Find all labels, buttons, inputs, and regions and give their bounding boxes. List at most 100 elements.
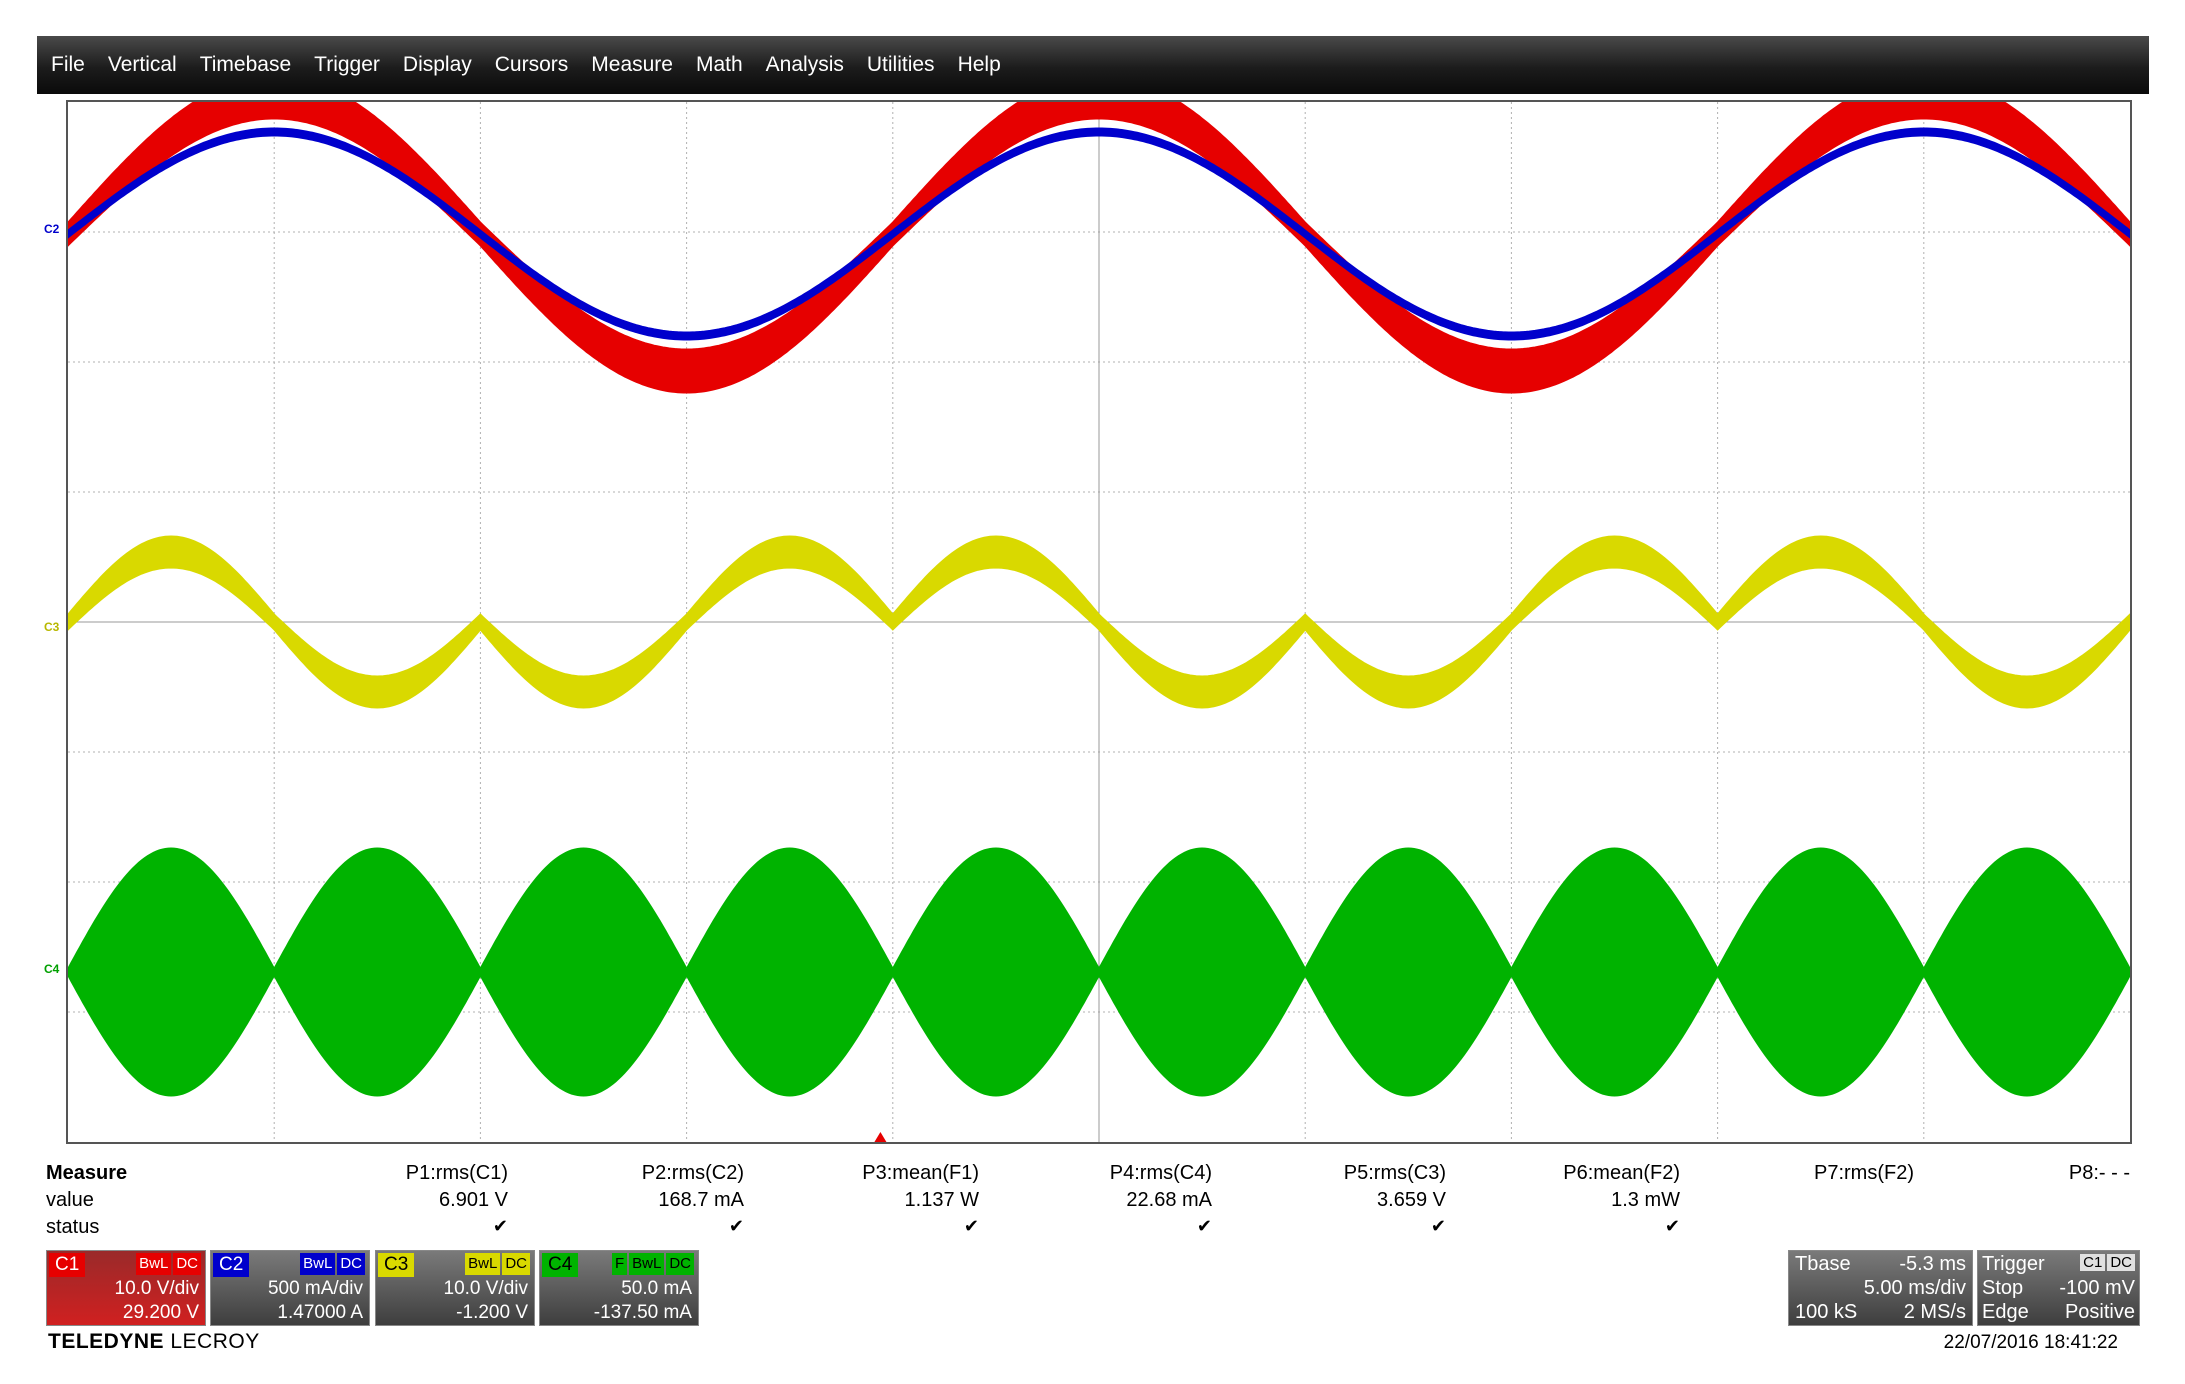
channel-flag: DC bbox=[502, 1253, 530, 1275]
measure-title: Measure bbox=[46, 1162, 128, 1184]
channel-flag: DC bbox=[666, 1253, 694, 1275]
channel-flag: DC bbox=[337, 1253, 365, 1275]
waveform-grid[interactable] bbox=[66, 100, 2132, 1144]
trigger-level: -100 mV bbox=[2059, 1277, 2135, 1299]
param-value bbox=[1890, 1189, 2130, 1216]
param-status-icon: ✔ bbox=[492, 1216, 508, 1236]
measure-panel: Measure value status P1:rms(C1) 6.901 V ✔ P… bbox=[46, 1162, 2146, 1242]
param-value: 3.659 V bbox=[1377, 1189, 1446, 1211]
param-status-icon bbox=[1890, 1216, 2130, 1243]
param-name: P5:rms(C3) bbox=[1343, 1162, 1446, 1184]
measure-param-2[interactable]: P2:rms(C2) 168.7 mA ✔ bbox=[504, 1162, 744, 1243]
timebase-samples: 100 kS bbox=[1795, 1301, 1858, 1323]
channel-flag: BwL bbox=[300, 1253, 336, 1275]
channel-flag: BwL bbox=[629, 1253, 665, 1275]
menu-display[interactable]: Display bbox=[402, 53, 472, 76]
waveform-display bbox=[68, 102, 2130, 1142]
measure-param-5[interactable]: P5:rms(C3) 3.659 V ✔ bbox=[1206, 1162, 1446, 1243]
c1-waveform bbox=[68, 102, 2130, 394]
c4-waveform bbox=[68, 847, 2130, 1097]
trigger-type: Edge bbox=[1982, 1301, 2029, 1323]
channel-flag: F bbox=[611, 1253, 628, 1275]
trigger-flag: C1 bbox=[2080, 1254, 2106, 1271]
channel-scale: 50.0 mA bbox=[621, 1278, 692, 1299]
trigger-flags: C1 DC bbox=[2080, 1254, 2135, 1271]
menu-utilities[interactable]: Utilities bbox=[866, 53, 935, 76]
menu-help[interactable]: Help bbox=[957, 53, 1001, 76]
c3-waveform bbox=[68, 535, 2130, 709]
timebase-rate: 2 MS/s bbox=[1903, 1301, 1966, 1323]
channel-tag: C3 bbox=[378, 1253, 415, 1277]
channel-box-c1[interactable]: C1 BwL DC 10.0 V/div 29.200 V bbox=[46, 1250, 206, 1326]
param-name: P4:rms(C4) bbox=[1109, 1162, 1212, 1184]
trigger-box[interactable]: Trigger C1 DC Stop -100 mV Edge Positive bbox=[1977, 1250, 2140, 1326]
channel-tag: C4 bbox=[542, 1253, 579, 1277]
trigger-mode: Stop bbox=[1982, 1277, 2024, 1299]
c3-marker: C3 bbox=[44, 620, 60, 634]
trigger-flag: DC bbox=[2107, 1254, 2135, 1271]
menu-analysis[interactable]: Analysis bbox=[765, 53, 844, 76]
param-status-icon: ✔ bbox=[1430, 1216, 1446, 1236]
c2-waveform bbox=[68, 127, 2130, 341]
menu-timebase[interactable]: Timebase bbox=[199, 53, 292, 76]
measure-param-6[interactable]: P6:mean(F2) 1.3 mW ✔ bbox=[1440, 1162, 1680, 1243]
timebase-delay: -5.3 ms bbox=[1899, 1253, 1966, 1275]
menu-file[interactable]: File bbox=[51, 53, 85, 76]
channel-box-c4[interactable]: C4 F BwL DC 50.0 mA -137.50 mA bbox=[539, 1250, 699, 1326]
channel-tag: C1 bbox=[49, 1253, 86, 1277]
measure-param-8[interactable]: P8:- - - bbox=[1890, 1162, 2130, 1243]
channel-scale: 500 mA/div bbox=[267, 1278, 363, 1299]
param-value: 22.68 mA bbox=[1126, 1189, 1212, 1211]
param-status-icon: ✔ bbox=[728, 1216, 744, 1236]
channel-offset: -1.200 V bbox=[456, 1302, 528, 1323]
menu-vertical[interactable]: Vertical bbox=[107, 53, 177, 76]
param-status-icon: ✔ bbox=[963, 1216, 979, 1236]
param-status-icon: ✔ bbox=[1196, 1216, 1212, 1236]
param-name: P7:rms(F2) bbox=[1814, 1162, 1914, 1184]
param-value bbox=[1674, 1189, 1914, 1216]
timebase-label: Tbase bbox=[1795, 1253, 1851, 1275]
trigger-marker-icon bbox=[874, 1132, 887, 1142]
menu-cursors[interactable]: Cursors bbox=[494, 53, 569, 76]
channel-box-c3[interactable]: C3 BwL DC 10.0 V/div -1.200 V bbox=[375, 1250, 535, 1326]
c4-marker: C4 bbox=[44, 962, 60, 976]
channel-offset: -137.50 mA bbox=[593, 1302, 692, 1323]
menu-math[interactable]: Math bbox=[695, 53, 743, 76]
param-name: P1:rms(C1) bbox=[405, 1162, 508, 1184]
datetime: 22/07/2016 18:41:22 bbox=[1943, 1332, 2118, 1353]
measure-value-label: value bbox=[46, 1189, 94, 1211]
timebase-box[interactable]: Tbase -5.3 ms 5.00 ms/div 100 kS 2 MS/s bbox=[1788, 1250, 1973, 1326]
measure-status-label: status bbox=[46, 1216, 100, 1238]
param-value: 6.901 V bbox=[439, 1189, 508, 1211]
channel-flag: DC bbox=[173, 1253, 201, 1275]
channel-flag: BwL bbox=[136, 1253, 172, 1275]
measure-param-3[interactable]: P3:mean(F1) 1.137 W ✔ bbox=[739, 1162, 979, 1243]
param-name: P8:- - - bbox=[2068, 1162, 2130, 1184]
brand-logo: TELEDYNE LECROY bbox=[48, 1330, 260, 1353]
param-name: P2:rms(C2) bbox=[641, 1162, 744, 1184]
channel-scale: 10.0 V/div bbox=[114, 1278, 200, 1299]
channel-tag: C2 bbox=[213, 1253, 250, 1277]
param-value: 1.3 mW bbox=[1611, 1189, 1680, 1211]
measure-param-1[interactable]: P1:rms(C1) 6.901 V ✔ bbox=[268, 1162, 508, 1243]
param-status-icon bbox=[1674, 1216, 1914, 1243]
timebase-scale: 5.00 ms/div bbox=[1863, 1277, 1966, 1299]
menu-trigger[interactable]: Trigger bbox=[314, 53, 380, 76]
trigger-slope: Positive bbox=[2064, 1301, 2135, 1323]
param-name: P6:mean(F2) bbox=[1563, 1162, 1680, 1184]
trigger-label: Trigger bbox=[1982, 1253, 2045, 1275]
measure-param-4[interactable]: P4:rms(C4) 22.68 mA ✔ bbox=[972, 1162, 1212, 1243]
channel-offset: 29.200 V bbox=[122, 1302, 199, 1323]
channel-scale: 10.0 V/div bbox=[443, 1278, 529, 1299]
channel-offset: 1.47000 A bbox=[277, 1302, 363, 1323]
menu-measure[interactable]: Measure bbox=[591, 53, 673, 76]
menu-bar: File Vertical Timebase Trigger Display Cursor… bbox=[37, 36, 2149, 94]
param-value: 168.7 mA bbox=[658, 1189, 744, 1211]
param-name: P3:mean(F1) bbox=[862, 1162, 979, 1184]
c2-marker: C2 bbox=[44, 222, 60, 236]
param-status-icon: ✔ bbox=[1664, 1216, 1680, 1236]
channel-flag: BwL bbox=[465, 1253, 501, 1275]
measure-param-7[interactable]: P7:rms(F2) bbox=[1674, 1162, 1914, 1243]
channel-box-c2[interactable]: C2 BwL DC 500 mA/div 1.47000 A bbox=[210, 1250, 370, 1326]
param-value: 1.137 W bbox=[904, 1189, 979, 1211]
